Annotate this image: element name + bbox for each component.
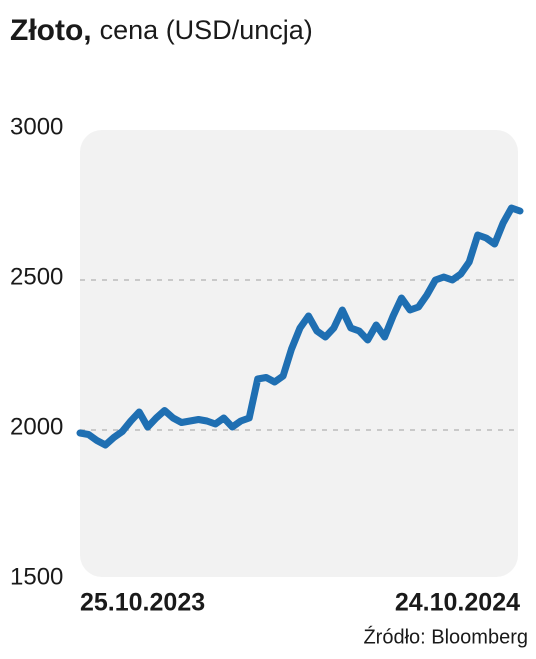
chart-subtitle: cena (USD/uncja) xyxy=(100,15,313,45)
x-tick-label: 24.10.2024 xyxy=(395,589,520,617)
x-tick-label: 25.10.2023 xyxy=(80,589,205,617)
y-tick-label: 1500 xyxy=(10,563,63,590)
y-tick-label: 2500 xyxy=(10,263,63,290)
y-tick-label: 3000 xyxy=(10,113,63,140)
y-tick-label: 2000 xyxy=(10,413,63,440)
plot-area xyxy=(80,130,518,577)
source: Źródło: Bloomberg xyxy=(363,625,528,648)
price-line xyxy=(76,204,524,449)
chart-title: Złoto, xyxy=(10,14,92,47)
